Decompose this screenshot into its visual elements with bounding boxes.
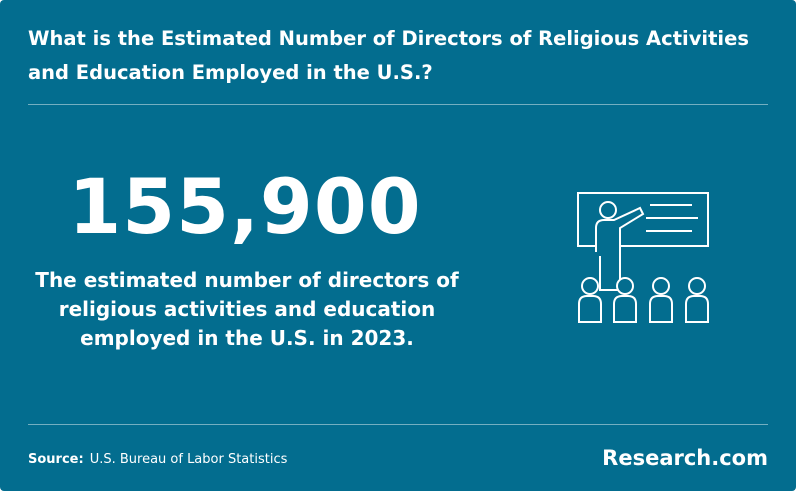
brand: Research.com (602, 446, 768, 470)
description-line: employed in the U.S. in 2023. (80, 326, 414, 350)
teacher-head (599, 201, 617, 219)
source-text: U.S. Bureau of Labor Statistics (89, 452, 288, 467)
divider (28, 424, 768, 425)
board (577, 192, 709, 247)
source: Source: U.S. Bureau of Labor Statistics (28, 452, 287, 467)
stat-description: The estimated number of directors of rel… (27, 266, 467, 353)
classroom-icon (577, 192, 709, 323)
stat-value: 155,900 (68, 162, 422, 251)
audience (578, 277, 709, 323)
title: What is the Estimated Number of Director… (28, 27, 749, 84)
source-label: Source: (28, 452, 84, 467)
teacher-body (595, 206, 645, 291)
divider (28, 104, 768, 105)
description-line: The estimated number of directors of (35, 268, 459, 292)
description-line: religious activities and education (58, 297, 436, 321)
